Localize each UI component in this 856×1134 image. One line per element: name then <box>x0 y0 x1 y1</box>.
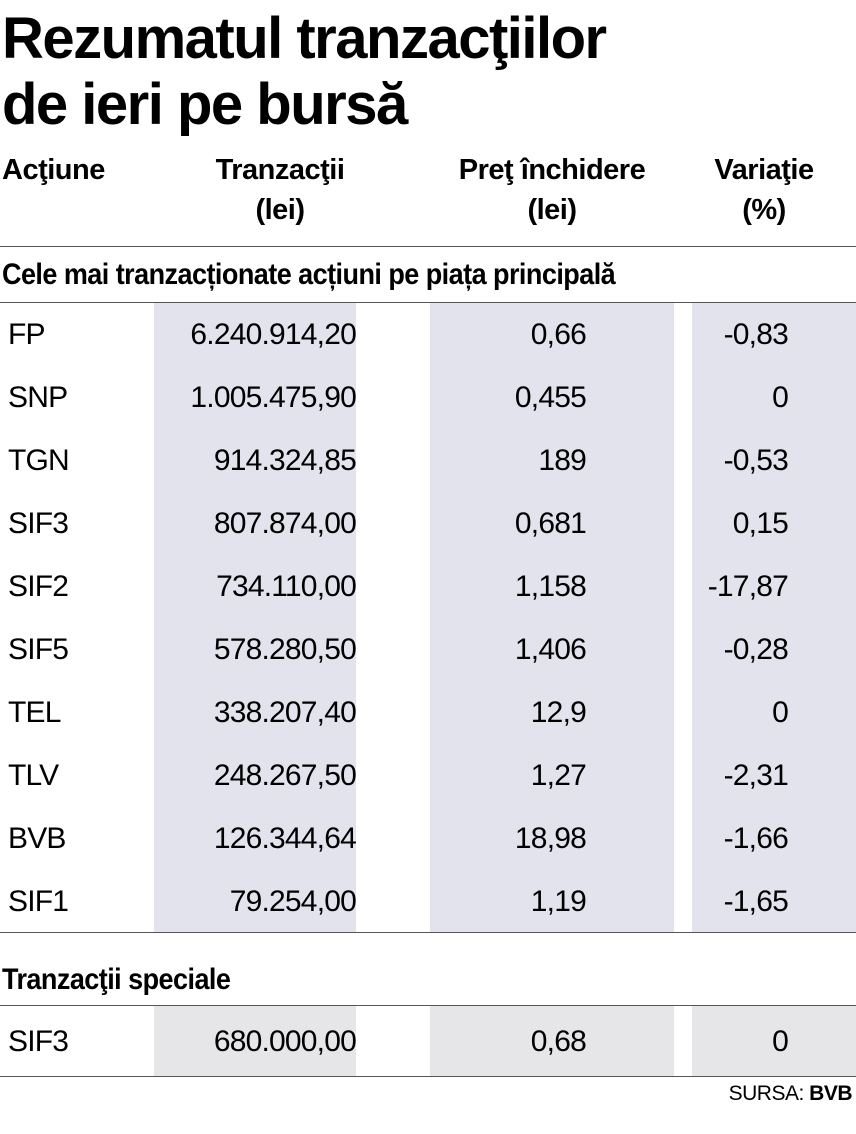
column-header-pret-unit: (lei) <box>527 194 577 226</box>
cell-tranzactii: 807.874,00 <box>213 507 357 540</box>
cell-symbol: TGN <box>8 444 70 477</box>
table-row: FP 6.240.914,20 0,66 -0,83 <box>0 303 856 366</box>
cell-variatie: -2,31 <box>723 759 789 792</box>
cell-tranzactii: 79.254,00 <box>229 885 357 918</box>
cell-variatie: -0,28 <box>723 633 789 666</box>
column-header-tranzactii-label: Tranzacţii <box>215 154 345 186</box>
cell-pret-inchidere: 189 <box>538 444 586 477</box>
cell-pret-inchidere: 0,681 <box>514 507 587 540</box>
special-band-tranzactii <box>154 1006 356 1076</box>
column-header-tranzactii: Tranzacţii (lei) <box>190 150 370 230</box>
column-header-variatie-label: Variaţie <box>714 154 814 186</box>
section-title-special: Tranzacţii speciale <box>2 963 231 996</box>
source-credit: SURSA: BVB <box>728 1080 853 1108</box>
cell-symbol: SIF1 <box>8 885 69 918</box>
cell-pret-inchidere: 0,455 <box>514 381 587 414</box>
cell-symbol: TLV <box>8 759 59 792</box>
column-header-tranzactii-unit: (lei) <box>255 194 305 226</box>
table-row: TEL 338.207,40 12,9 0 <box>0 681 856 744</box>
cell-variatie: 0 <box>772 1025 789 1058</box>
column-band-tranzactii <box>154 303 356 933</box>
cell-tranzactii: 248.267,50 <box>213 759 357 792</box>
cell-tranzactii: 126.344,64 <box>213 822 357 855</box>
table-row: SIF3 680.000,00 0,68 0 <box>0 1010 856 1073</box>
cell-variatie: -17,87 <box>707 570 789 603</box>
cell-pret-inchidere: 1,27 <box>530 759 587 792</box>
cell-pret-inchidere: 12,9 <box>530 696 587 729</box>
table-row: SIF3 807.874,00 0,681 0,15 <box>0 492 856 555</box>
table-row: SNP 1.005.475,90 0,455 0 <box>0 366 856 429</box>
cell-tranzactii: 914.324,85 <box>213 444 357 477</box>
cell-tranzactii: 578.280,50 <box>213 633 357 666</box>
special-band-variatie <box>692 1006 856 1076</box>
table-row: SIF1 79.254,00 1,19 -1,65 <box>0 870 856 933</box>
cell-tranzactii: 680.000,00 <box>213 1025 357 1058</box>
cell-variatie: -1,65 <box>723 885 789 918</box>
page-title: Rezumatul tranzacţiilor de ieri pe bursă <box>2 6 607 138</box>
column-header-pret-label: Preţ închidere <box>458 154 646 186</box>
source-value: BVB <box>809 1082 852 1105</box>
table-row: TLV 248.267,50 1,27 -2,31 <box>0 744 856 807</box>
cell-symbol: FP <box>8 318 46 351</box>
cell-symbol: SNP <box>8 381 68 414</box>
cell-variatie: 0 <box>772 381 789 414</box>
cell-pret-inchidere: 1,158 <box>514 570 587 603</box>
cell-symbol: SIF3 <box>8 507 69 540</box>
cell-symbol: SIF3 <box>8 1025 69 1058</box>
table-row: SIF5 578.280,50 1,406 -0,28 <box>0 618 856 681</box>
cell-pret-inchidere: 1,406 <box>514 633 587 666</box>
cell-variatie: 0,15 <box>732 507 789 540</box>
column-band-variatie <box>692 303 856 933</box>
table-row: BVB 126.344,64 18,98 -1,66 <box>0 807 856 870</box>
column-header-variatie: Variaţie (%) <box>692 150 836 230</box>
column-header-actiune-label: Acţiune <box>2 154 105 186</box>
cell-pret-inchidere: 0,66 <box>530 318 587 351</box>
title-line-1: Rezumatul tranzacţiilor <box>2 6 607 71</box>
cell-symbol: SIF5 <box>8 633 69 666</box>
cell-symbol: TEL <box>8 696 61 729</box>
cell-tranzactii: 338.207,40 <box>213 696 357 729</box>
cell-pret-inchidere: 1,19 <box>530 885 587 918</box>
section-divider-special <box>0 1005 856 1006</box>
column-header-variatie-unit: (%) <box>742 194 786 226</box>
cell-tranzactii: 6.240.914,20 <box>190 318 356 351</box>
cell-tranzactii: 1.005.475,90 <box>190 381 356 414</box>
column-header-pret-inchidere: Preţ închidere (lei) <box>430 150 674 230</box>
cell-variatie: 0 <box>772 696 789 729</box>
special-band-pret <box>430 1006 674 1076</box>
cell-variatie: -0,83 <box>723 318 789 351</box>
main-table-bottom-divider <box>0 932 856 933</box>
cell-symbol: BVB <box>8 822 66 855</box>
cell-variatie: -0,53 <box>723 444 789 477</box>
section-divider-main <box>0 302 856 303</box>
header-divider <box>0 246 856 247</box>
table-row: SIF2 734.110,00 1,158 -17,87 <box>0 555 856 618</box>
section-title-main: Cele mai tranzacționate acțiuni pe piața… <box>2 258 616 291</box>
column-header-actiune: Acţiune <box>2 150 105 190</box>
table-row: TGN 914.324,85 189 -0,53 <box>0 429 856 492</box>
cell-pret-inchidere: 0,68 <box>530 1025 587 1058</box>
cell-variatie: -1,66 <box>723 822 789 855</box>
column-band-pret <box>430 303 674 933</box>
title-line-2: de ieri pe bursă <box>2 72 408 137</box>
cell-symbol: SIF2 <box>8 570 69 603</box>
cell-tranzactii: 734.110,00 <box>216 570 357 603</box>
source-label: SURSA: <box>728 1082 805 1105</box>
cell-pret-inchidere: 18,98 <box>514 822 587 855</box>
special-table-bottom-divider <box>0 1076 856 1077</box>
